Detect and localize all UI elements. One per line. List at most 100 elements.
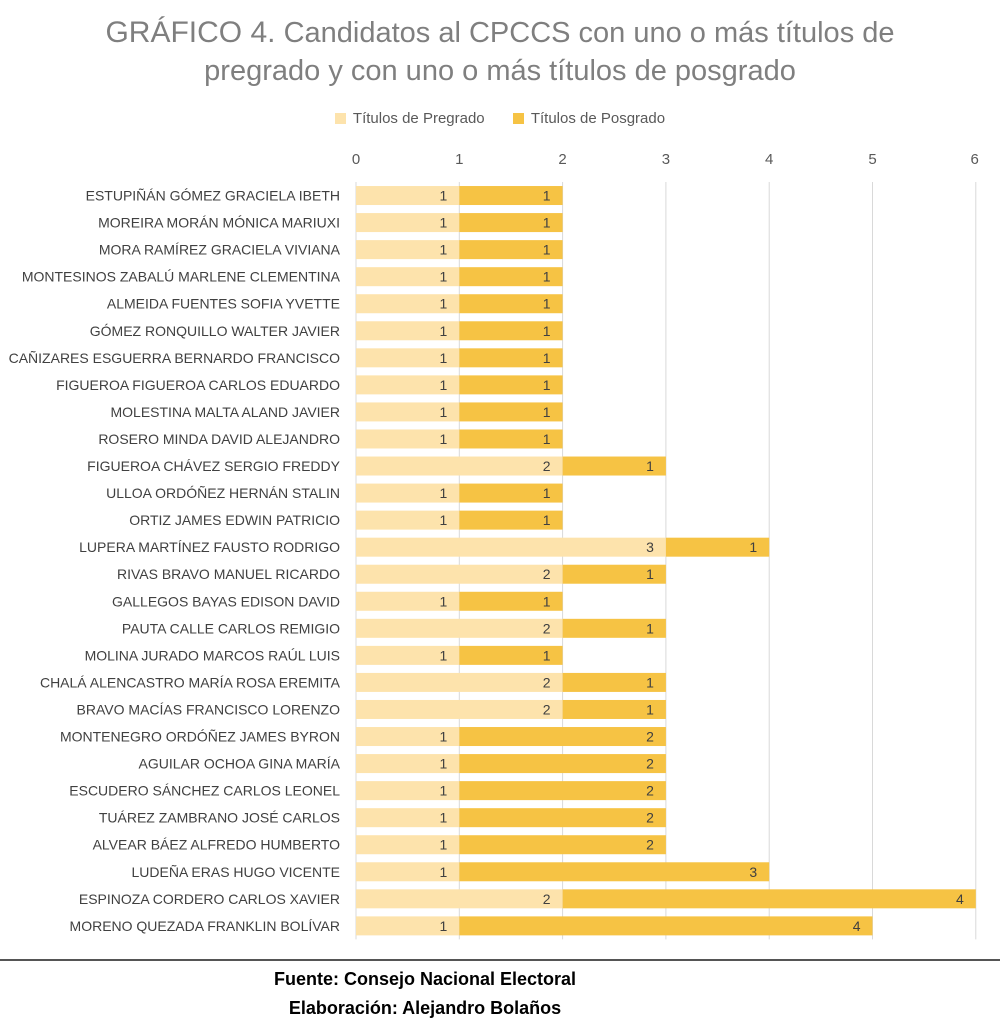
data-label-pregrado: 1 <box>440 296 448 312</box>
bar-posgrado <box>459 862 770 882</box>
bar-posgrado <box>459 591 563 611</box>
legend-label-pregrado: Títulos de Pregrado <box>352 110 485 127</box>
data-label-posgrado: 1 <box>646 674 654 690</box>
bar-pregrado <box>356 294 460 314</box>
category-label: ORTIZ JAMES EDWIN PATRICIO <box>129 512 340 528</box>
data-label-pregrado: 2 <box>543 620 551 636</box>
category-label: FIGUEROA FIGUEROA CARLOS EDUARDO <box>56 377 340 393</box>
data-label-posgrado: 2 <box>646 783 654 799</box>
data-label-posgrado: 2 <box>646 756 654 772</box>
chart-legend: Títulos de Pregrado Títulos de Posgrado <box>0 110 1000 128</box>
bar-pregrado <box>356 537 666 557</box>
data-label-pregrado: 1 <box>440 485 448 501</box>
bar-pregrado <box>356 267 460 287</box>
data-label-posgrado: 1 <box>543 485 551 501</box>
category-label: TUÁREZ ZAMBRANO JOSÉ CARLOS <box>99 810 340 826</box>
chart-title-text-1: Candidatos al CPCCS con uno o más título… <box>283 17 895 49</box>
data-label-posgrado: 2 <box>646 810 654 826</box>
data-label-posgrado: 1 <box>646 566 654 582</box>
bar-pregrado <box>356 699 563 719</box>
data-label-posgrado: 1 <box>543 350 551 366</box>
bar-posgrado <box>459 213 563 233</box>
bar-pregrado <box>356 672 563 692</box>
data-label-pregrado: 2 <box>543 891 551 907</box>
bar-posgrado <box>459 645 563 665</box>
data-label-pregrado: 1 <box>440 269 448 285</box>
category-label: PAUTA CALLE CARLOS REMIGIO <box>122 620 340 636</box>
bar-pregrado <box>356 510 460 530</box>
data-label-pregrado: 1 <box>440 837 448 853</box>
bar-pregrado <box>356 835 460 855</box>
footer: Fuente: Consejo Nacional Electoral Elabo… <box>0 965 850 1023</box>
data-label-pregrado: 2 <box>543 674 551 690</box>
data-label-posgrado: 1 <box>543 323 551 339</box>
bar-pregrado <box>356 781 460 801</box>
bar-posgrado <box>459 348 563 368</box>
data-label-posgrado: 1 <box>543 215 551 231</box>
data-label-posgrado: 1 <box>749 539 757 555</box>
x-tick-label-2: 2 <box>558 151 566 168</box>
category-label: ESCUDERO SÁNCHEZ CARLOS LEONEL <box>69 783 340 799</box>
bar-pregrado <box>356 348 460 368</box>
data-label-pregrado: 1 <box>440 729 448 745</box>
bar-pregrado <box>356 240 460 260</box>
data-label-posgrado: 1 <box>543 296 551 312</box>
data-label-posgrado: 1 <box>543 593 551 609</box>
category-label: ROSERO MINDA DAVID ALEJANDRO <box>98 431 340 447</box>
bar-posgrado <box>459 835 666 855</box>
bar-posgrado <box>459 916 873 936</box>
data-label-pregrado: 1 <box>440 242 448 258</box>
category-label: ULLOA ORDÓÑEZ HERNÁN STALIN <box>106 485 340 501</box>
bar-posgrado <box>459 483 563 503</box>
bar-pregrado <box>356 645 460 665</box>
legend-item-pregrado: Títulos de Pregrado <box>334 110 485 127</box>
bar-pregrado <box>356 862 460 882</box>
bar-posgrado <box>459 375 563 395</box>
bar-posgrado <box>665 537 770 557</box>
bar-posgrado <box>459 240 563 260</box>
data-label-pregrado: 1 <box>440 377 448 393</box>
bar-posgrado <box>459 294 563 314</box>
bar-pregrado <box>356 483 460 503</box>
bar-pregrado <box>356 727 460 747</box>
footer-source: Fuente: Consejo Nacional Electoral <box>273 969 577 989</box>
x-tick-label-5: 5 <box>868 151 876 168</box>
bar-pregrado <box>356 321 460 341</box>
data-label-posgrado: 1 <box>646 620 654 636</box>
x-tick-label-3: 3 <box>662 151 670 168</box>
data-label-pregrado: 1 <box>440 783 448 799</box>
bar-pregrado <box>356 618 563 638</box>
category-label: RIVAS BRAVO MANUEL RICARDO <box>117 566 340 582</box>
bar-posgrado <box>459 781 666 801</box>
bar-posgrado <box>562 889 976 909</box>
data-label-pregrado: 1 <box>440 512 448 528</box>
bar-pregrado <box>356 375 460 395</box>
bar-pregrado <box>356 186 460 206</box>
bar-pregrado <box>356 916 460 936</box>
data-label-pregrado: 1 <box>440 864 448 880</box>
data-label-posgrado: 3 <box>749 864 757 880</box>
category-label: ESPINOZA CORDERO CARLOS XAVIER <box>79 891 340 907</box>
bar-posgrado <box>459 754 666 774</box>
category-label: ESTUPIÑÁN GÓMEZ GRACIELA IBETH <box>86 188 340 204</box>
category-label: CAÑIZARES ESGUERRA BERNARDO FRANCISCO <box>9 350 340 366</box>
legend-swatch-pregrado <box>334 113 346 124</box>
data-label-posgrado: 4 <box>853 918 861 934</box>
data-label-posgrado: 1 <box>543 512 551 528</box>
bar-posgrado <box>459 429 563 449</box>
bar-chart: 0 1 2 3 4 5 6 ESTUPIÑÁN GÓMEZ GRACIELA IBETH 1 1 M… <box>9 151 979 940</box>
data-label-pregrado: 1 <box>440 350 448 366</box>
category-label: FIGUEROA CHÁVEZ SERGIO FREDDY <box>87 458 340 474</box>
data-label-pregrado: 1 <box>440 647 448 663</box>
bar-pregrado <box>356 402 460 422</box>
category-label: GALLEGOS BAYAS EDISON DAVID <box>112 593 340 609</box>
data-label-posgrado: 1 <box>646 701 654 717</box>
data-label-posgrado: 1 <box>646 458 654 474</box>
data-label-posgrado: 4 <box>956 891 964 907</box>
category-label: MORENO QUEZADA FRANKLIN BOLÍVAR <box>70 918 340 934</box>
bar-posgrado <box>459 321 563 341</box>
category-label: MOLESTINA MALTA ALAND JAVIER <box>110 404 340 420</box>
data-label-posgrado: 1 <box>543 431 551 447</box>
data-label-pregrado: 1 <box>440 431 448 447</box>
footer-divider <box>0 959 1000 961</box>
